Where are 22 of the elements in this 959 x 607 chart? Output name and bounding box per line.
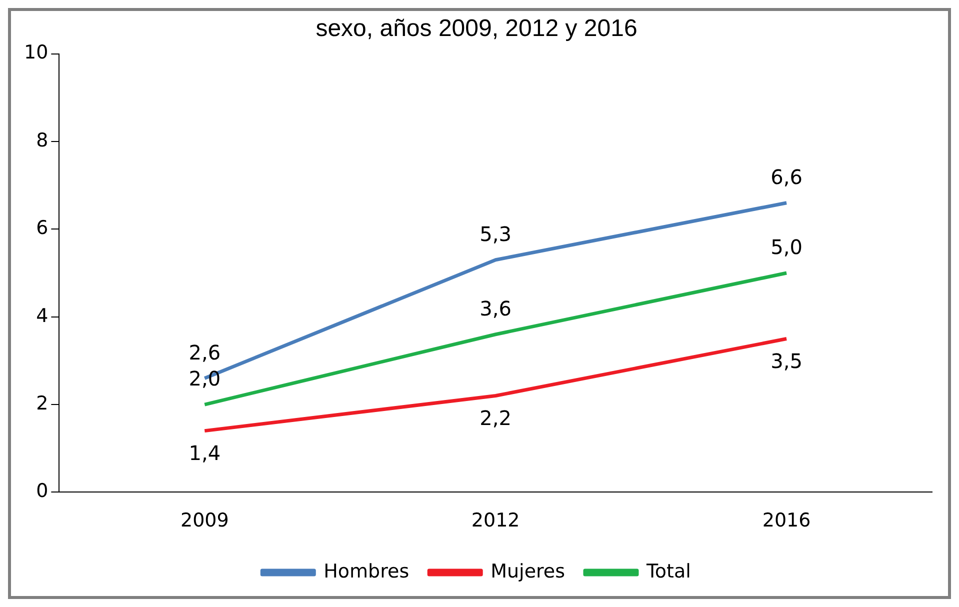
data-label: 6,6 (770, 165, 802, 190)
legend-label: Total (645, 560, 691, 582)
data-label: 3,6 (480, 296, 512, 321)
y-tick-label: 8 (36, 129, 48, 152)
y-tick-label: 4 (36, 304, 48, 327)
data-label: 2,0 (188, 366, 221, 391)
y-tick-label: 6 (36, 217, 48, 240)
y-tick-label: 2 (36, 392, 48, 414)
legend-label: Hombres (324, 560, 410, 582)
x-tick-label: 2012 (471, 510, 520, 532)
x-tick-label: 2016 (762, 510, 811, 532)
data-label: 2,6 (188, 340, 221, 364)
chart-title: sexo, años 2009, 2012 y 2016 (316, 15, 638, 42)
data-label: 1,4 (188, 441, 221, 466)
y-tick-label: 0 (36, 480, 48, 502)
data-label: 5,3 (480, 222, 512, 246)
x-tick-label: 2009 (180, 510, 229, 532)
y-tick-label: 10 (24, 42, 48, 64)
data-label: 3,5 (770, 348, 802, 373)
data-label: 2,2 (480, 406, 512, 430)
data-label: 5,0 (770, 235, 802, 260)
legend-label: Mujeres (490, 560, 565, 582)
